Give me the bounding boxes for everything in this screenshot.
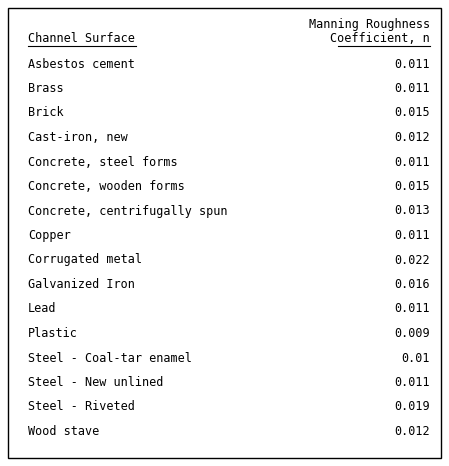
- Text: Manning Roughness: Manning Roughness: [309, 18, 430, 31]
- Text: 0.013: 0.013: [394, 205, 430, 218]
- Text: 0.012: 0.012: [394, 425, 430, 438]
- Text: 0.016: 0.016: [394, 278, 430, 291]
- Text: Galvanized Iron: Galvanized Iron: [28, 278, 135, 291]
- Text: Brick: Brick: [28, 107, 64, 119]
- Text: Lead: Lead: [28, 302, 57, 315]
- Text: Steel - New unlined: Steel - New unlined: [28, 376, 163, 389]
- Text: 0.015: 0.015: [394, 180, 430, 193]
- Text: 0.01: 0.01: [401, 351, 430, 364]
- Text: Copper: Copper: [28, 229, 71, 242]
- Text: Steel - Coal-tar enamel: Steel - Coal-tar enamel: [28, 351, 192, 364]
- Text: Wood stave: Wood stave: [28, 425, 99, 438]
- Text: Concrete, wooden forms: Concrete, wooden forms: [28, 180, 185, 193]
- Text: Asbestos cement: Asbestos cement: [28, 57, 135, 70]
- Text: Cast-iron, new: Cast-iron, new: [28, 131, 128, 144]
- Text: 0.011: 0.011: [394, 229, 430, 242]
- Text: Brass: Brass: [28, 82, 64, 95]
- Text: Plastic: Plastic: [28, 327, 78, 340]
- Text: 0.012: 0.012: [394, 131, 430, 144]
- Text: 0.022: 0.022: [394, 254, 430, 267]
- Text: 0.019: 0.019: [394, 400, 430, 413]
- Text: Concrete, centrifugally spun: Concrete, centrifugally spun: [28, 205, 228, 218]
- Text: Coefficient, n: Coefficient, n: [330, 32, 430, 45]
- Text: 0.011: 0.011: [394, 376, 430, 389]
- Text: 0.015: 0.015: [394, 107, 430, 119]
- Text: Steel - Riveted: Steel - Riveted: [28, 400, 135, 413]
- Text: 0.011: 0.011: [394, 302, 430, 315]
- Text: Corrugated metal: Corrugated metal: [28, 254, 142, 267]
- Text: 0.011: 0.011: [394, 156, 430, 169]
- Text: Concrete, steel forms: Concrete, steel forms: [28, 156, 178, 169]
- Text: 0.011: 0.011: [394, 57, 430, 70]
- Text: 0.011: 0.011: [394, 82, 430, 95]
- Text: Channel Surface: Channel Surface: [28, 32, 135, 45]
- Text: 0.009: 0.009: [394, 327, 430, 340]
